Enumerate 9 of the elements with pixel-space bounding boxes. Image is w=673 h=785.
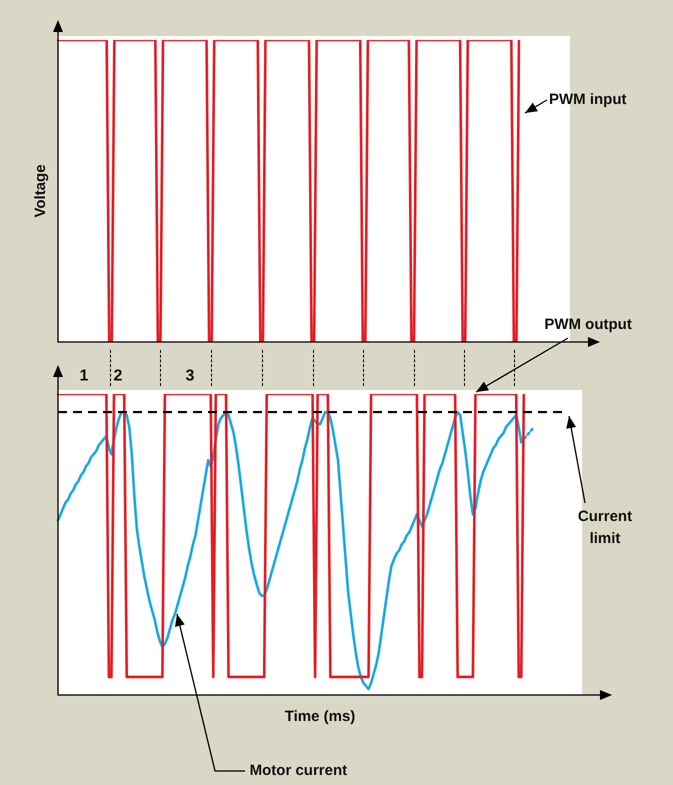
text: 2 (114, 367, 123, 384)
text: PWM output (544, 316, 632, 334)
text: PWM input (549, 91, 626, 108)
ref-line-label: Current limit (578, 508, 632, 548)
x-axis-title: Time (ms) (284, 708, 356, 726)
text: Motor current (250, 762, 348, 779)
text: 1 (80, 367, 89, 384)
text: 3 (186, 367, 195, 384)
y-axis-title: Voltage (32, 164, 50, 218)
